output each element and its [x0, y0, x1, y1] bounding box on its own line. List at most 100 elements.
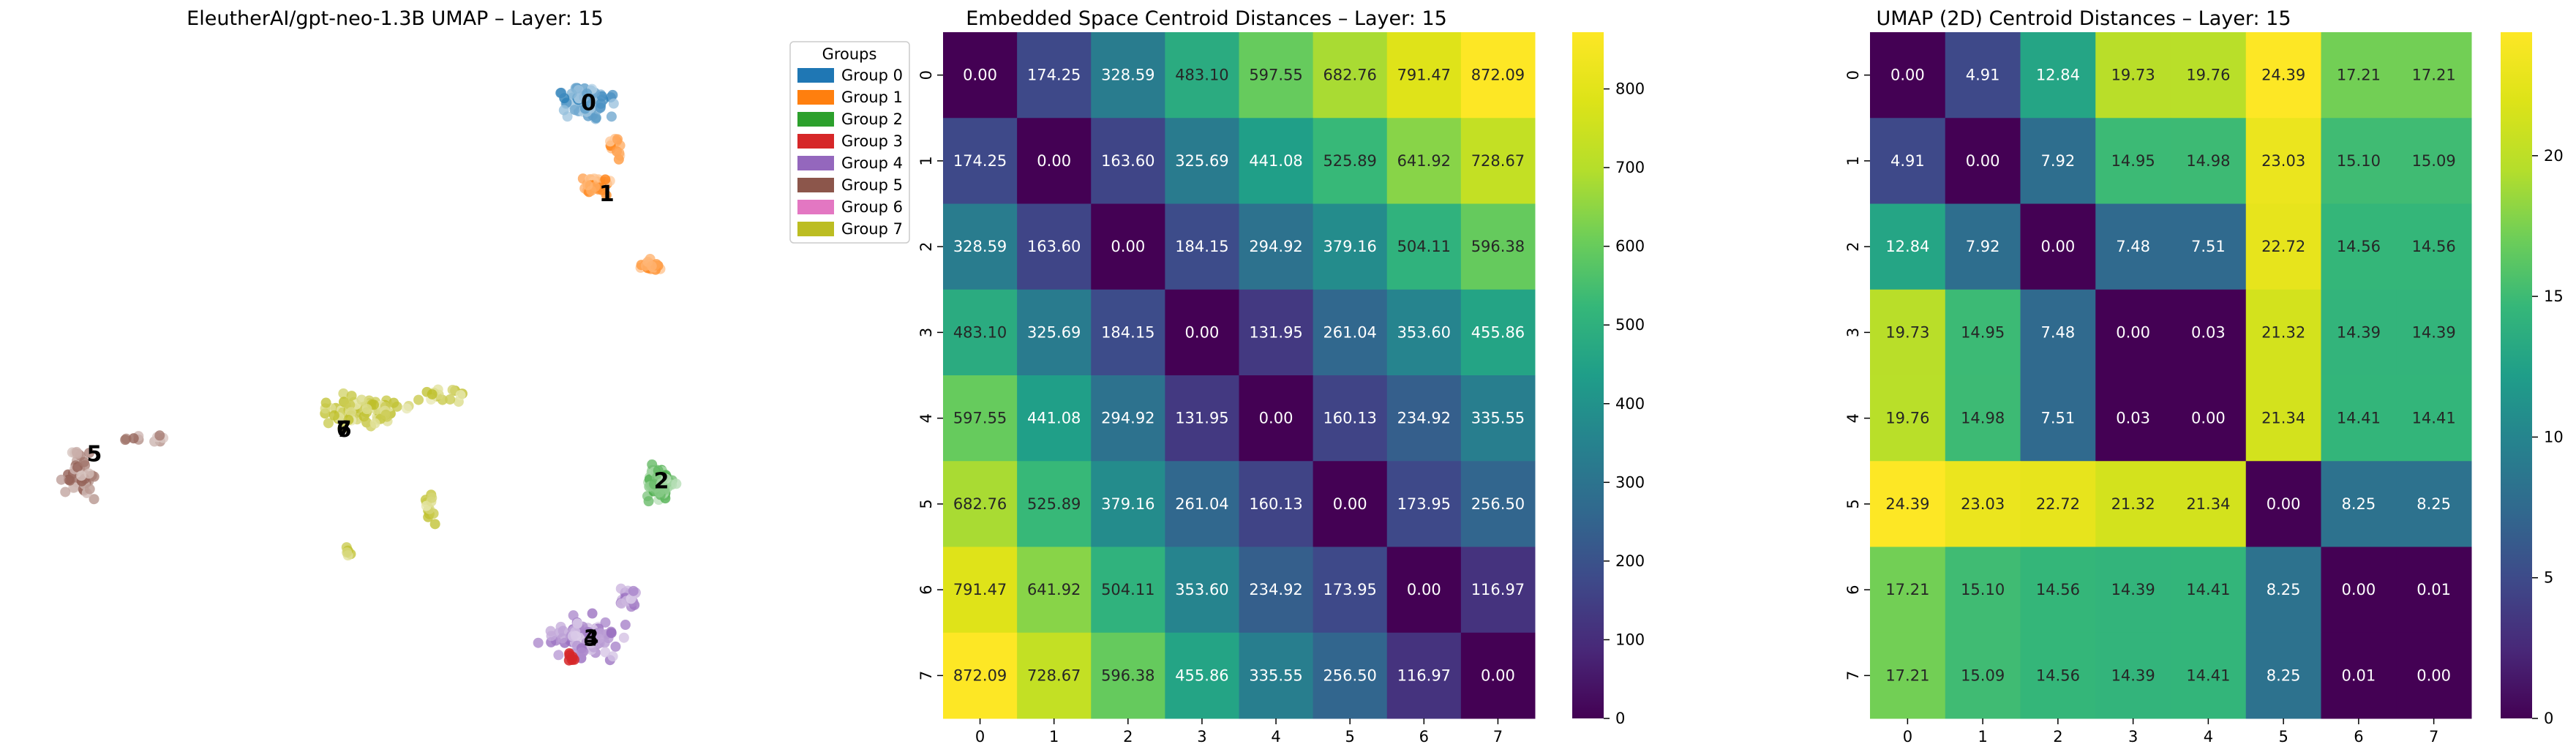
umap-point-group-4 — [557, 626, 568, 636]
heatmap-cell-label: 261.04 — [1323, 323, 1376, 341]
colorbar-tick-label: 0 — [1615, 710, 1625, 727]
heatmap-cell — [1165, 375, 1239, 462]
colorbar-tick-label: 800 — [1615, 80, 1645, 98]
heatmap-cell — [1091, 461, 1165, 547]
umap-point-group-7 — [413, 394, 424, 405]
y-tick-label: 1 — [917, 156, 935, 165]
heatmap-cell — [2095, 203, 2171, 290]
heatmap-cell — [1239, 118, 1314, 204]
heatmap-cell — [2171, 118, 2247, 204]
umap-point-group-5 — [60, 487, 71, 497]
heatmap-cell — [1165, 289, 1239, 376]
heatmap-cell — [1091, 32, 1165, 119]
x-tick-label: 4 — [1271, 728, 1280, 745]
heatmap-cell — [1460, 632, 1536, 719]
heatmap-cell — [1091, 632, 1165, 719]
heatmap-cell-label: 7.51 — [2040, 410, 2075, 427]
x-tick-label: 7 — [1493, 728, 1503, 745]
heatmap-cell — [1945, 461, 2021, 547]
heatmap-cell — [1091, 546, 1165, 634]
umap-point-group-0 — [606, 111, 617, 122]
heatmap-cell-label: 0.00 — [1407, 581, 1441, 598]
heatmap-cell-label: 7.48 — [2040, 323, 2075, 341]
heatmap-cell-label: 0.00 — [1890, 67, 1925, 84]
umap-point-group-5 — [72, 448, 83, 459]
heatmap-cell — [1386, 375, 1462, 462]
heatmap-cell-label: 21.34 — [2261, 410, 2305, 427]
x-tick-label: 1 — [1978, 728, 1987, 745]
umap-colorbar-ticks: 0 5 10 15 20 — [2532, 147, 2564, 727]
heatmap-cell-label: 441.08 — [1027, 410, 1081, 427]
umap-point-group-7 — [337, 423, 348, 434]
heatmap-cell-label: 791.47 — [953, 581, 1007, 598]
umap-point-group-0 — [579, 103, 590, 114]
heatmap-cell — [2020, 546, 2096, 634]
heatmap-cell — [1870, 375, 1946, 462]
heatmap-cell-label: 335.55 — [1249, 666, 1302, 684]
embedded-heatmap-title: Embedded Space Centroid Distances – Laye… — [966, 7, 1447, 30]
umap-point-group-0 — [582, 88, 593, 99]
heatmap-cell-label: 682.76 — [953, 495, 1007, 513]
heatmap-cell-label: 173.95 — [1397, 495, 1451, 513]
heatmap-cell-label: 483.10 — [953, 323, 1007, 341]
umap-point-group-4 — [593, 634, 604, 645]
heatmap-cell-label: 7.92 — [2040, 152, 2075, 170]
umap-point-group-7 — [445, 394, 456, 405]
heatmap-cell — [1945, 289, 2021, 376]
umap-point-group-4 — [553, 650, 564, 661]
heatmap-cell — [2396, 32, 2472, 119]
heatmap-cell — [1091, 289, 1165, 376]
heatmap-cell-label: 14.95 — [1961, 323, 2005, 341]
heatmap-cell-label: 14.41 — [2412, 410, 2456, 427]
heatmap-cell — [1091, 203, 1165, 290]
legend-title: Groups — [822, 45, 877, 63]
heatmap-cell-label: 116.97 — [1397, 666, 1451, 684]
heatmap-cell — [2396, 118, 2472, 204]
heatmap-cell — [2245, 375, 2321, 462]
heatmap-cell — [1239, 203, 1314, 290]
heatmap-cell — [2095, 632, 2171, 719]
legend-label-1: Group 1 — [841, 89, 903, 106]
centroid-label-1: 1 — [599, 181, 615, 207]
heatmap-cell — [1386, 203, 1462, 290]
heatmap-cell-label: 455.86 — [1175, 666, 1228, 684]
heatmap-cell-label: 21.32 — [2111, 495, 2155, 513]
heatmap-cell-label: 17.21 — [2337, 67, 2381, 84]
heatmap-cell-label: 682.76 — [1323, 67, 1376, 84]
umap-point-group-3 — [568, 654, 579, 665]
heatmap-cell — [1313, 118, 1388, 204]
heatmap-cell — [2396, 375, 2472, 462]
centroid-label-6: 6 — [337, 417, 352, 443]
embedded-distance-heatmap: Embedded Space Centroid Distances – Laye… — [917, 7, 1645, 745]
umap-heatmap-cells: 0.00 4.91 12.84 19.73 19.76 24.39 17.21 17.21 4.… — [1870, 32, 2472, 719]
heatmap-cell — [2321, 546, 2397, 634]
heatmap-cell — [1386, 32, 1462, 119]
heatmap-cell-label: 14.95 — [2111, 152, 2155, 170]
colorbar-tick-label: 700 — [1615, 159, 1645, 176]
umap-point-group-7 — [361, 404, 372, 415]
heatmap-cell — [1091, 118, 1165, 204]
umap-point-group-0 — [590, 113, 601, 124]
heatmap-cell-label: 173.95 — [1323, 581, 1376, 598]
heatmap-cell-label: 21.32 — [2261, 323, 2305, 341]
umap-distance-heatmap: UMAP (2D) Centroid Distances – Layer: 15… — [1844, 7, 2564, 745]
centroid-label-5: 5 — [86, 442, 102, 467]
umap-point-group-5 — [84, 484, 95, 495]
heatmap-cell — [2245, 546, 2321, 634]
heatmap-cell — [2171, 461, 2247, 547]
heatmap-cell — [2020, 289, 2096, 376]
umap-point-group-2 — [653, 465, 664, 476]
umap-points — [56, 83, 682, 666]
heatmap-cell-label: 8.25 — [2417, 495, 2451, 513]
legend-swatch-0 — [797, 68, 834, 83]
heatmap-cell-label: 525.89 — [1027, 495, 1081, 513]
centroid-label-4: 4 — [584, 626, 599, 651]
y-tick-label: 2 — [1844, 241, 1862, 251]
umap-point-group-0 — [555, 88, 566, 99]
heatmap-cell — [2095, 32, 2171, 119]
heatmap-cell — [1017, 203, 1092, 290]
heatmap-cell-label: 4.91 — [1890, 152, 1925, 170]
heatmap-cell-label: 0.00 — [2417, 666, 2451, 684]
